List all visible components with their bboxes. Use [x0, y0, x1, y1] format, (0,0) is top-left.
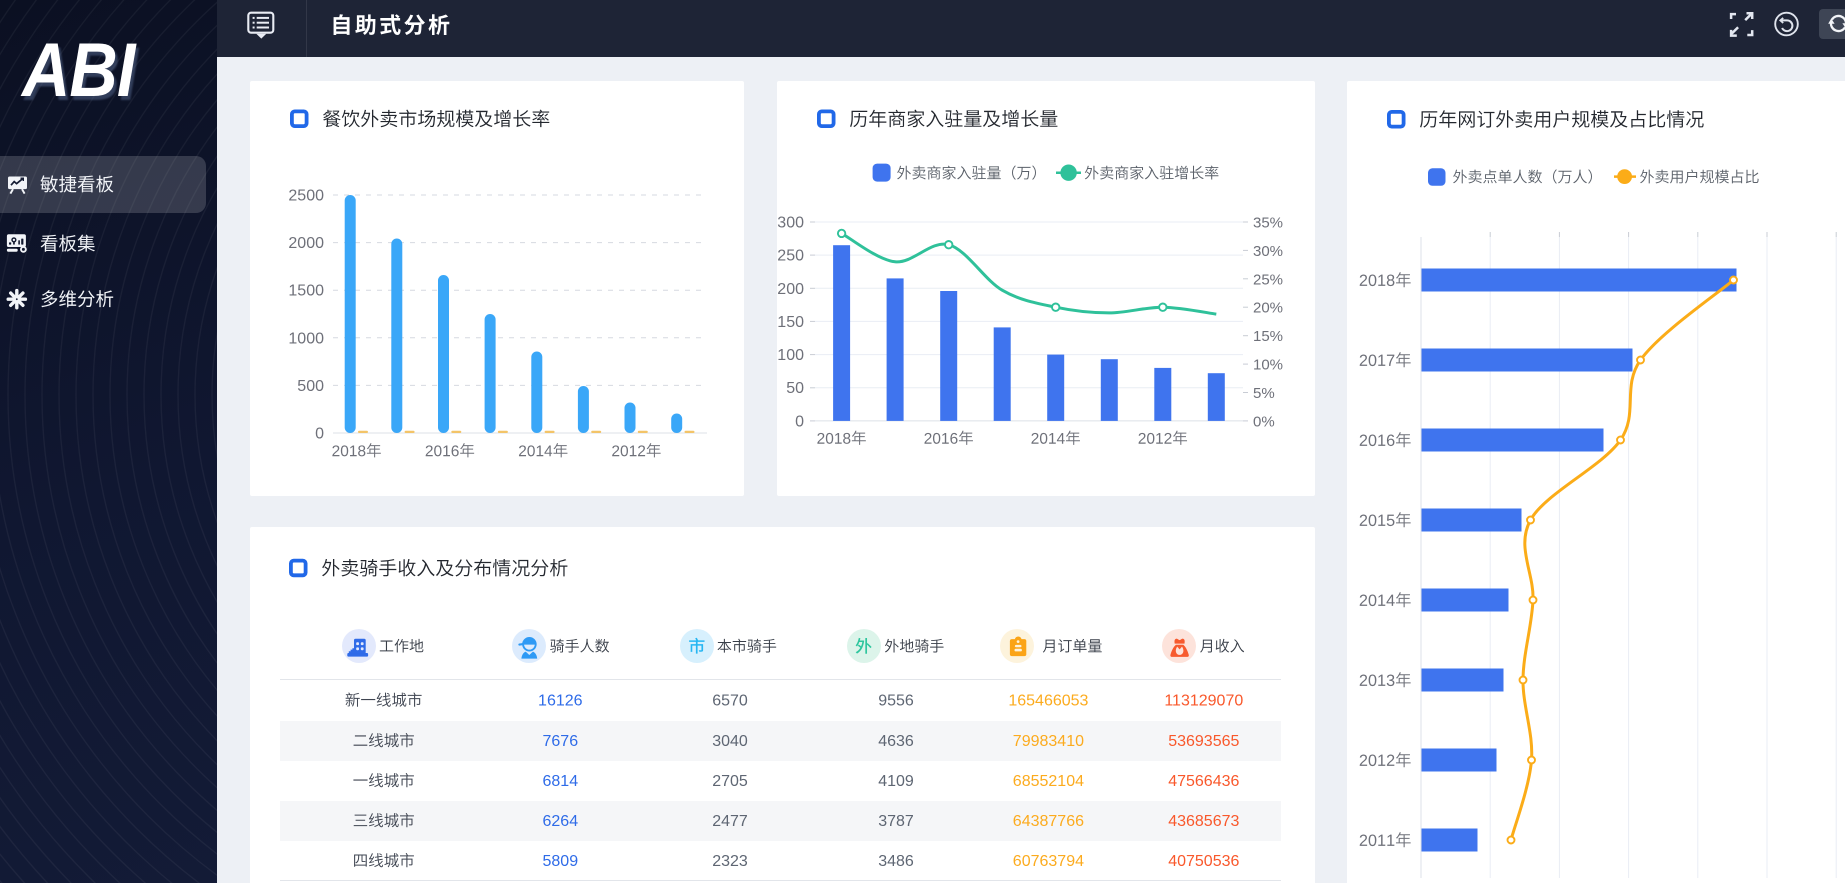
svg-text:10%: 10%: [1253, 357, 1283, 374]
svg-text:150: 150: [777, 314, 804, 331]
svg-text:3040: 3040: [712, 733, 748, 750]
svg-text:113129070: 113129070: [1164, 693, 1243, 710]
svg-text:35%: 35%: [1253, 215, 1283, 232]
svg-text:5809: 5809: [543, 853, 579, 870]
svg-text:60763794: 60763794: [1013, 853, 1084, 870]
svg-text:68552104: 68552104: [1013, 773, 1084, 790]
svg-text:6264: 6264: [543, 813, 579, 830]
svg-text:165466053: 165466053: [1008, 693, 1088, 710]
svg-text:25%: 25%: [1253, 271, 1283, 288]
svg-text:30%: 30%: [1253, 243, 1283, 260]
svg-text:6814: 6814: [543, 773, 579, 790]
svg-text:47566436: 47566436: [1168, 773, 1239, 790]
svg-text:3486: 3486: [878, 853, 914, 870]
svg-text:6570: 6570: [712, 693, 748, 710]
svg-text:9556: 9556: [878, 693, 914, 710]
svg-text:4109: 4109: [878, 773, 914, 790]
svg-text:0%: 0%: [1253, 413, 1275, 430]
svg-text:2000: 2000: [288, 235, 324, 252]
svg-text:200: 200: [777, 281, 804, 298]
svg-text:1500: 1500: [288, 283, 324, 300]
svg-text:0: 0: [315, 426, 324, 443]
svg-text:7676: 7676: [543, 733, 579, 750]
svg-text:2477: 2477: [712, 813, 748, 830]
svg-text:43685673: 43685673: [1168, 813, 1239, 830]
svg-text:0: 0: [795, 413, 804, 430]
svg-text:20%: 20%: [1253, 300, 1283, 317]
svg-text:5%: 5%: [1253, 385, 1275, 402]
svg-text:4636: 4636: [878, 733, 914, 750]
svg-text:1000: 1000: [288, 330, 324, 347]
svg-text:50: 50: [786, 380, 804, 397]
svg-text:100: 100: [777, 347, 804, 364]
svg-text:2500: 2500: [288, 188, 324, 205]
svg-text:2705: 2705: [712, 773, 748, 790]
svg-text:300: 300: [777, 215, 804, 232]
svg-text:79983410: 79983410: [1013, 733, 1084, 750]
svg-text:64387766: 64387766: [1013, 813, 1084, 830]
svg-text:53693565: 53693565: [1168, 733, 1239, 750]
svg-text:3787: 3787: [878, 813, 914, 830]
svg-text:250: 250: [777, 248, 804, 265]
svg-text:16126: 16126: [538, 693, 583, 710]
svg-text:2323: 2323: [712, 853, 748, 870]
svg-text:15%: 15%: [1253, 328, 1283, 345]
svg-text:40750536: 40750536: [1168, 853, 1239, 870]
svg-text:500: 500: [297, 378, 324, 395]
